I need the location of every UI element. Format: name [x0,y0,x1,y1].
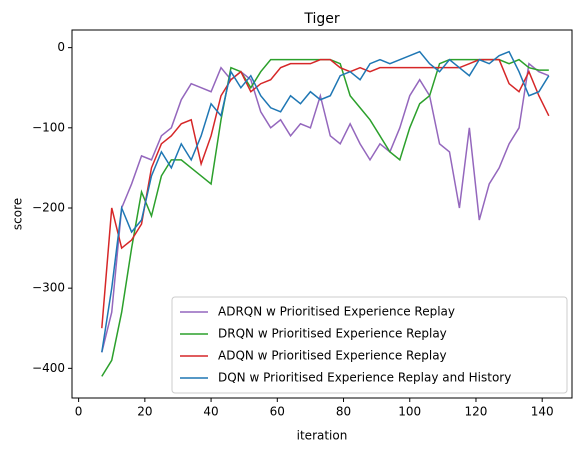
legend-label: ADRQN w Prioritised Experience Replay [218,305,455,319]
x-tick-label: 100 [398,405,421,419]
x-tick-label: 20 [137,405,152,419]
x-tick-label: 80 [336,405,351,419]
plot-frame [71,29,573,399]
series-line [101,62,550,353]
y-axis-label: score [11,198,25,230]
chart-title: Tiger [303,11,340,27]
x-axis-label: iteration [297,429,348,443]
y-tick-label: −100 [32,120,65,134]
legend-box [171,296,568,394]
legend-label: DRQN w Prioritised Experience Replay [218,327,447,341]
legend-label: ADQN w Prioritised Experience Replay [218,349,447,363]
series-line [101,50,550,353]
x-tick-label: 40 [203,405,218,419]
x-tick-label: 60 [270,405,285,419]
series-line [101,58,550,329]
x-tick-label: 140 [531,405,554,419]
y-tick-label: −300 [32,281,65,295]
y-tick-label: −200 [32,200,65,214]
y-tick-label: 0 [57,40,65,54]
x-tick-label: 0 [75,405,83,419]
legend-label: DQN w Prioritised Experience Replay and … [218,371,511,385]
y-tick-label: −400 [32,361,65,375]
x-tick-label: 120 [465,405,488,419]
